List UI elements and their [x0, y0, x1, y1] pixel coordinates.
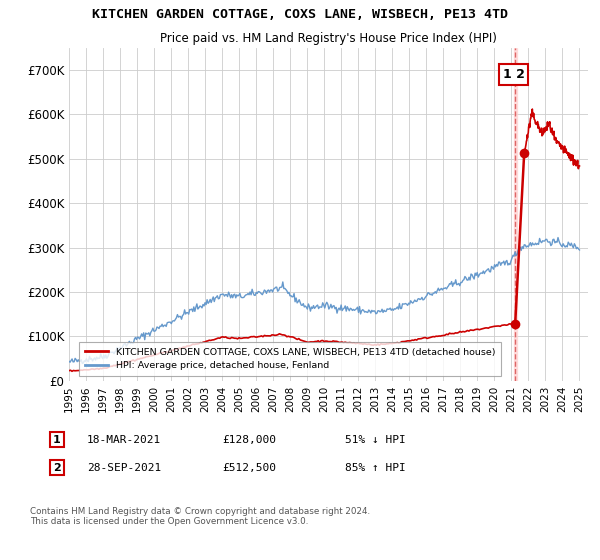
- Text: 28-SEP-2021: 28-SEP-2021: [87, 463, 161, 473]
- Text: 51% ↓ HPI: 51% ↓ HPI: [345, 435, 406, 445]
- Text: 18-MAR-2021: 18-MAR-2021: [87, 435, 161, 445]
- Text: 1: 1: [53, 435, 61, 445]
- Text: 85% ↑ HPI: 85% ↑ HPI: [345, 463, 406, 473]
- Text: £128,000: £128,000: [222, 435, 276, 445]
- Legend: KITCHEN GARDEN COTTAGE, COXS LANE, WISBECH, PE13 4TD (detached house), HPI: Aver: KITCHEN GARDEN COTTAGE, COXS LANE, WISBE…: [79, 342, 501, 376]
- Title: Price paid vs. HM Land Registry's House Price Index (HPI): Price paid vs. HM Land Registry's House …: [160, 32, 497, 45]
- Text: KITCHEN GARDEN COTTAGE, COXS LANE, WISBECH, PE13 4TD: KITCHEN GARDEN COTTAGE, COXS LANE, WISBE…: [92, 8, 508, 21]
- Text: Contains HM Land Registry data © Crown copyright and database right 2024.
This d: Contains HM Land Registry data © Crown c…: [30, 507, 370, 526]
- Text: 1 2: 1 2: [503, 68, 524, 81]
- Text: 2: 2: [53, 463, 61, 473]
- Bar: [514, 48, 517, 381]
- Text: £512,500: £512,500: [222, 463, 276, 473]
